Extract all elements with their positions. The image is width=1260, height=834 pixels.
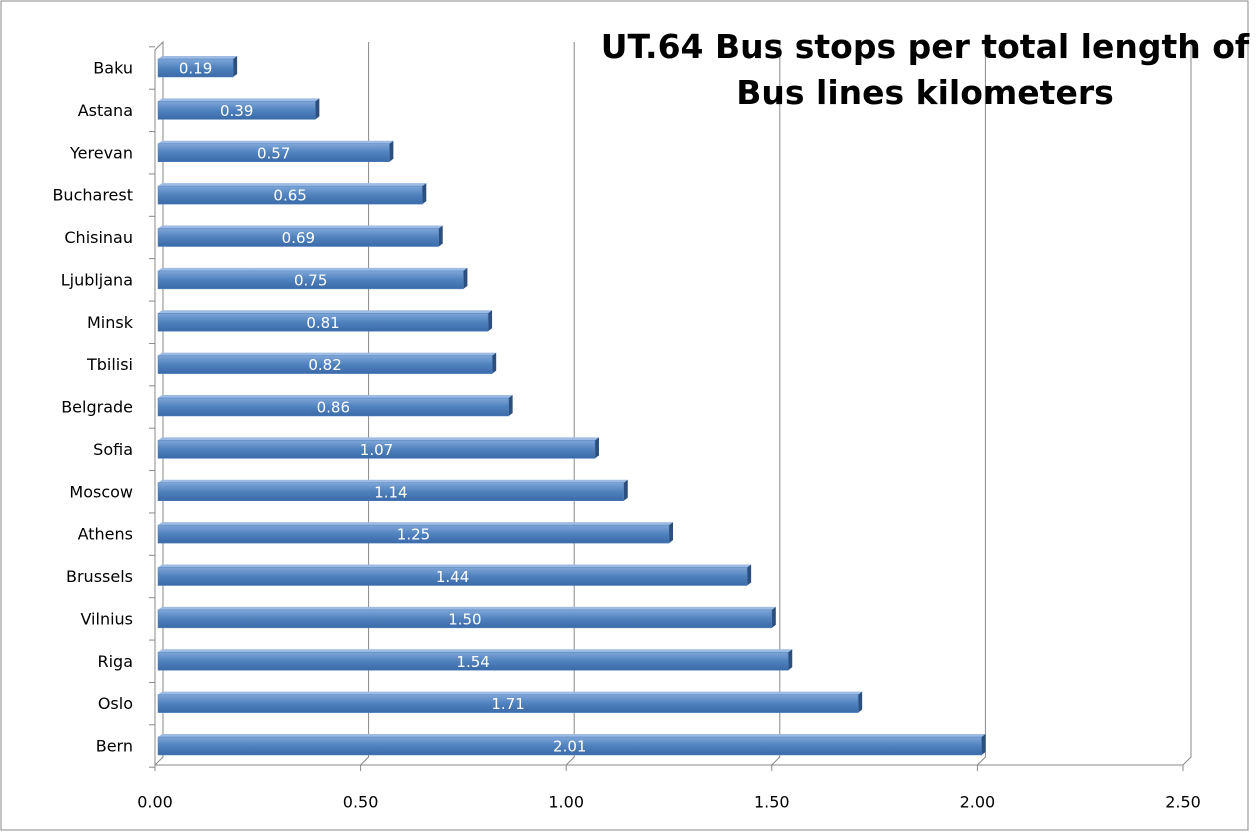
bar-side	[315, 98, 320, 120]
bar-side	[463, 267, 468, 289]
bar	[157, 270, 464, 290]
y-tick-label: Bern	[96, 737, 133, 756]
chart-title: UT.64 Bus stops per total length of Bus …	[600, 27, 1250, 112]
y-tick-label: Yerevan	[69, 143, 133, 162]
data-label: 0.82	[308, 356, 341, 374]
bar-top	[158, 522, 673, 526]
data-label: 1.71	[491, 695, 524, 713]
bar-side	[492, 352, 497, 374]
y-tick-label: Sofia	[93, 440, 133, 459]
bar	[157, 143, 390, 162]
x-tick-label: 2.50	[1165, 793, 1201, 812]
y-tick-label: Tbilisi	[86, 355, 133, 374]
bar-top	[158, 267, 468, 271]
bar	[157, 397, 509, 417]
bar-top	[158, 140, 394, 144]
bar-top	[158, 437, 599, 441]
bar-side	[981, 734, 986, 755]
bar-side	[669, 522, 673, 544]
bar-top	[158, 606, 776, 610]
bar-side	[389, 140, 394, 162]
bar	[157, 567, 748, 586]
y-tick-label: Moscow	[69, 482, 133, 501]
y-tick-label: Athens	[78, 525, 133, 544]
y-tick-label: Riga	[97, 652, 133, 671]
data-label: 0.65	[273, 187, 306, 205]
y-tick-label: Minsk	[87, 313, 134, 332]
bar-top	[158, 691, 863, 695]
bar	[157, 58, 234, 78]
data-label: 1.07	[360, 441, 393, 459]
y-tick-label: Oslo	[98, 694, 133, 713]
data-label: 1.25	[397, 526, 430, 544]
bar-top	[158, 56, 238, 59]
bar-side	[594, 437, 599, 459]
x-tick-label: 0.00	[137, 793, 173, 812]
data-label: 1.54	[456, 653, 489, 671]
bar-top	[158, 734, 986, 737]
bar-top	[158, 395, 513, 398]
bar-side	[623, 479, 628, 501]
bar-side	[488, 310, 493, 332]
bar-top	[158, 310, 493, 314]
grid-line	[771, 42, 781, 766]
data-label: 0.75	[294, 271, 327, 289]
x-tick-label: 1.00	[548, 793, 584, 812]
y-tick-label: Belgrade	[61, 398, 133, 417]
data-label: 2.01	[553, 738, 586, 756]
bar-top	[158, 564, 752, 568]
data-label: 0.57	[257, 144, 290, 162]
bar	[157, 185, 423, 205]
bar	[157, 355, 493, 374]
data-label: 0.81	[306, 314, 339, 332]
bar-top	[158, 98, 320, 102]
bar-top	[158, 649, 793, 653]
grid-line	[1182, 42, 1192, 766]
data-label: 1.50	[448, 610, 481, 628]
bar	[157, 524, 670, 544]
data-label: 0.19	[179, 60, 212, 78]
data-label: 1.14	[374, 483, 407, 501]
bar-top	[158, 352, 497, 356]
bar	[157, 694, 859, 713]
bar-top	[158, 479, 628, 483]
bar	[157, 228, 439, 247]
bar-side	[771, 606, 776, 628]
bar-side	[747, 564, 752, 586]
bar	[157, 440, 596, 459]
y-tick-label: Vilnius	[80, 609, 133, 628]
bar-side	[858, 691, 863, 713]
y-tick-label: Bucharest	[52, 186, 133, 205]
bar-side	[422, 183, 427, 205]
x-tick-label: 2.00	[960, 793, 996, 812]
bar-side	[508, 395, 513, 416]
grid-line	[977, 42, 986, 766]
bar-side	[233, 56, 238, 77]
y-tick-label: Brussels	[66, 567, 133, 586]
bar	[157, 313, 489, 332]
bar-top	[158, 183, 427, 187]
bar	[157, 482, 625, 501]
y-tick-label: Chisinau	[64, 228, 133, 247]
data-label: 0.86	[317, 399, 350, 417]
y-tick-label: Baku	[93, 59, 133, 78]
bar	[157, 609, 773, 629]
y-tick-label: Ljubljana	[61, 270, 133, 289]
y-tick-label: Astana	[78, 101, 133, 120]
bar	[157, 101, 316, 120]
bar-side	[788, 649, 793, 671]
x-tick-label: 1.50	[754, 793, 790, 812]
data-label: 0.39	[220, 102, 253, 120]
data-label: 0.69	[282, 229, 315, 247]
data-label: 1.44	[436, 568, 469, 586]
bar	[157, 652, 789, 671]
bar-top	[158, 225, 443, 229]
x-tick-label: 0.50	[343, 793, 379, 812]
bar-side	[438, 225, 443, 247]
bar	[157, 736, 982, 756]
grid-line	[565, 42, 575, 766]
